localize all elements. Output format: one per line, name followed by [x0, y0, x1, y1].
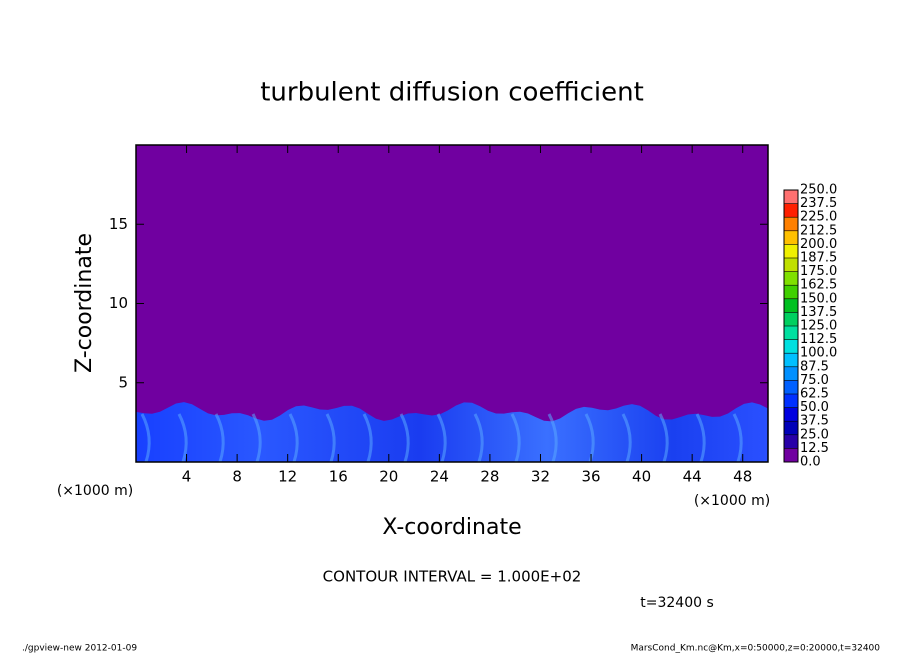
colorbar-label: 87.5	[800, 359, 829, 374]
colorbar-band	[784, 326, 798, 340]
colorbar-band	[784, 421, 798, 435]
colorbar-band	[784, 203, 798, 218]
colorbar-band	[784, 339, 798, 354]
x-tick-label: 24	[430, 468, 449, 486]
x-tick-label: 32	[531, 468, 550, 486]
colorbar-label: 150.0	[800, 291, 837, 306]
colorbar-label: 112.5	[800, 332, 837, 347]
colorbar-label: 25.0	[800, 427, 829, 442]
colorbar-band	[784, 448, 798, 462]
turbulent-streak	[325, 413, 336, 463]
colorbar-band	[784, 217, 798, 231]
y-tick-label: 10	[109, 294, 128, 312]
colorbar-label: 200.0	[800, 237, 837, 252]
x-unit: (×1000 m)	[694, 493, 770, 509]
colorbar-label: 237.5	[800, 196, 837, 211]
colorbar-label: 187.5	[800, 251, 837, 266]
x-tick-label: 40	[632, 468, 651, 486]
x-tick-label: 36	[581, 468, 600, 486]
time-label: t=32400 s	[640, 595, 714, 611]
colorbar-label: 162.5	[800, 278, 837, 293]
x-tick-label: 12	[278, 468, 297, 486]
colorbar-label: 125.0	[800, 319, 837, 334]
colorbar-label: 250.0	[800, 183, 837, 198]
turbulent-streak	[362, 413, 373, 463]
colorbar-band	[784, 353, 798, 367]
colorbar-band	[784, 285, 798, 299]
colorbar-label: 212.5	[800, 223, 837, 238]
turbulent-streak	[621, 413, 632, 463]
x-unit: (×1000 m)	[57, 483, 133, 499]
x-tick-label: 20	[379, 468, 398, 486]
footer-left: ./gpview-new 2012-01-09	[22, 644, 137, 654]
colorbar-label: 225.0	[800, 210, 837, 225]
turbulent-streak	[510, 413, 521, 463]
x-tick-label: 8	[232, 468, 242, 486]
colorbar-band	[784, 230, 798, 245]
colorbar-label: 0.0	[800, 455, 821, 470]
turbulent-streak	[140, 413, 151, 463]
turbulent-streak	[695, 413, 706, 463]
colorbar-band	[784, 190, 798, 204]
x-tick-label: 16	[329, 468, 348, 486]
y-tick-label: 5	[118, 373, 128, 391]
turbulent-streak	[399, 413, 410, 463]
x-axis-label: X-coordinate	[382, 515, 521, 540]
colorbar-label: 50.0	[800, 400, 829, 415]
turbulent-streak	[732, 413, 743, 463]
turbulent-streak	[214, 413, 225, 463]
chart-title: turbulent diffusion coefficient	[260, 78, 644, 108]
colorbar-label: 137.5	[800, 305, 837, 320]
colorbar-label: 37.5	[800, 414, 829, 429]
colorbar-label: 175.0	[800, 264, 837, 279]
turbulent-streak	[251, 413, 262, 463]
turbulent-streak	[658, 413, 669, 463]
turbulent-streak	[473, 413, 484, 463]
colorbar-label: 75.0	[800, 373, 829, 388]
x-tick-label: 48	[733, 468, 752, 486]
y-axis-label: Z-coordinate	[72, 233, 97, 373]
contour-interval: CONTOUR INTERVAL = 1.000E+02	[323, 568, 582, 586]
colorbar-band	[784, 434, 798, 449]
colorbar-band	[784, 258, 798, 272]
colorbar-band	[784, 407, 798, 422]
turbulent-streak	[436, 413, 447, 463]
colorbar-label: 12.5	[800, 441, 829, 456]
colorbar-band	[784, 244, 798, 258]
colorbar-label: 100.0	[800, 346, 837, 361]
x-tick-label: 4	[182, 468, 192, 486]
colorbar-band	[784, 271, 798, 286]
turbulent-streak	[288, 413, 299, 463]
colorbar-band	[784, 366, 798, 381]
footer-right: MarsCond_Km.nc@Km,x=0:50000,z=0:20000,t=…	[631, 644, 881, 654]
colorbar-label: 62.5	[800, 387, 829, 402]
colorbar-band	[784, 312, 798, 326]
x-tick-label: 28	[480, 468, 499, 486]
turbulent-layer	[136, 402, 768, 462]
colorbar-band	[784, 298, 798, 313]
x-tick-label: 44	[683, 468, 702, 486]
turbulent-streak	[177, 413, 188, 463]
colorbar-band	[784, 380, 798, 394]
y-tick-label: 15	[109, 215, 128, 233]
colorbar-band	[784, 394, 798, 408]
turbulent-streak	[547, 413, 558, 463]
